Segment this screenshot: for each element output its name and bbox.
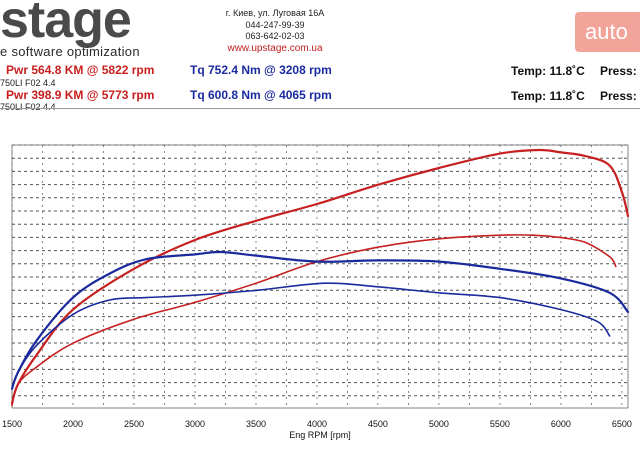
contact-block: г. Киев, ул. Луговая 16А 044-247-99-39 0…	[205, 8, 345, 54]
x-tick-label: 3000	[185, 419, 205, 429]
logo-slogan: e software optimization	[0, 44, 140, 59]
phone-1: 044-247-99-39	[245, 19, 305, 30]
x-tick-label: 6500	[612, 419, 632, 429]
run1-press: Press:	[600, 64, 637, 78]
chart-grid	[11, 144, 629, 409]
phone-2: 063-642-02-03	[245, 31, 305, 41]
x-tick-label: 5500	[490, 419, 510, 429]
run2-power-readout: Pwr 398.9 KM @ 5773 rpm	[6, 88, 155, 102]
address: г. Киев, ул. Луговая 16А	[225, 8, 325, 18]
x-tick-label: 5000	[429, 419, 449, 429]
run2-torque-readout: Tq 600.8 Nm @ 4065 rpm	[190, 88, 332, 102]
x-tick-label: 1500	[2, 419, 22, 429]
x-tick-label: 3500	[246, 419, 266, 429]
x-tick-label: 2000	[63, 419, 83, 429]
header-divider	[0, 108, 640, 109]
x-tick-label: 6000	[551, 419, 571, 429]
x-axis-label: Eng RPM [rpm]	[289, 430, 351, 440]
x-tick-label: 4000	[307, 419, 327, 429]
run2-press: Press:	[600, 89, 637, 103]
run1-torque-readout: Tq 752.4 Nm @ 3208 rpm	[190, 63, 332, 77]
run2-car-label: 750LI F02 4.4	[0, 102, 56, 112]
series-line-torque-stock	[11, 282, 611, 390]
x-tick-label: 4500	[368, 419, 388, 429]
website-link[interactable]: www.upstage.com.ua	[227, 42, 323, 54]
run2-temp: Temp: 11.8˚C	[511, 89, 585, 103]
logo-wordmark: stage	[0, 0, 132, 49]
run1-power-readout: Pwr 564.8 KM @ 5822 rpm	[6, 63, 155, 77]
watermark-badge: auto	[575, 12, 640, 52]
run1-temp: Temp: 11.8˚C	[511, 64, 585, 78]
x-axis-ticks: 1500 2000 2500 3000 3500 4000 4500 5000 5500 6000…	[2, 419, 632, 429]
series-line-power-stock	[11, 234, 617, 407]
chart-curves	[10, 148, 630, 407]
series-line-torque-tuned	[10, 250, 630, 390]
run1-car-label: 750LI F02 4.4	[0, 78, 56, 88]
series-line-power-tuned	[10, 148, 630, 405]
x-tick-label: 2500	[124, 419, 144, 429]
plot-frame	[11, 144, 629, 409]
